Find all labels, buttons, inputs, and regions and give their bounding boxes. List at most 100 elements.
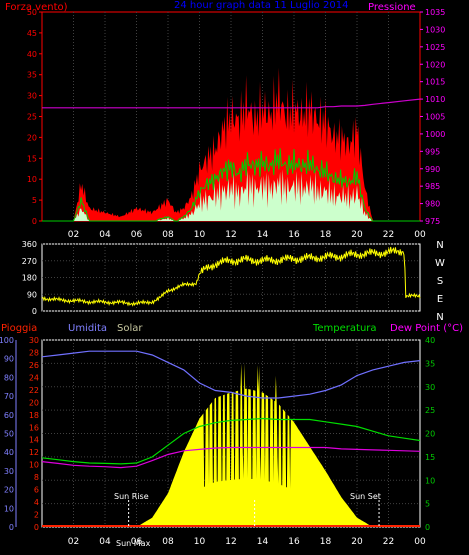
top-x-tick-label: 14 [257, 230, 269, 240]
rain-axis-tick-label: 6 [34, 486, 39, 495]
humidity-axis-tick-label: 10 [4, 504, 14, 513]
mid-x-tick-label: 12 [225, 537, 236, 547]
top-x-tick-label: 18 [320, 230, 332, 240]
humidity-axis-tick-label: 90 [4, 355, 14, 364]
direction-axis-tick-label: 180 [22, 274, 37, 283]
top-x-tick-label: 12 [225, 230, 236, 240]
mid-x-tick-label: 02 [68, 537, 79, 547]
direction-axis-tick-label: 90 [27, 290, 37, 299]
rain-axis-tick-label: 24 [29, 373, 39, 382]
temperature-axis-tick-label: 40 [425, 336, 435, 345]
rain-axis-tick-label: 18 [29, 411, 39, 420]
temperature-axis-tick-label: 25 [425, 406, 435, 415]
humidity-line [41, 350, 421, 399]
top-x-tick-label: 02 [68, 230, 79, 240]
humidity-axis-title: Umidita [68, 323, 107, 334]
temperature-axis-tick-label: 20 [425, 430, 435, 439]
temperature-axis-tick-label: 10 [425, 476, 435, 485]
pressure-axis-tick-label: 1015 [425, 78, 445, 87]
pressure-axis-tick-label: 1005 [425, 113, 445, 122]
top-x-tick-label: 22 [383, 230, 394, 240]
pressure-axis-tick-label: 1000 [425, 130, 445, 139]
rain-axis-tick-label: 8 [34, 473, 39, 482]
humidity-axis-tick-label: 60 [4, 411, 14, 420]
mid-x-tick-label: 18 [320, 537, 332, 547]
pressure-axis-tick-label: 985 [425, 182, 440, 191]
mid-x-tick-label: 10 [194, 537, 206, 547]
temperature-line [41, 417, 421, 465]
sunmax-label: Sun Max [116, 539, 151, 548]
dir-label-n-bottom: N [436, 312, 443, 323]
temperature-axis-tick-label: 0 [425, 523, 430, 532]
wind-axis-tick-label: 25 [27, 113, 37, 122]
temperature-axis-tick-label: 5 [425, 500, 430, 509]
mid-x-tick-label: 06 [131, 537, 143, 547]
wind-speed-fill [42, 169, 420, 221]
humidity-axis-tick-label: 70 [4, 392, 14, 401]
dir-label-w: W [435, 258, 445, 269]
mid-x-tick-label: 08 [162, 537, 174, 547]
temperature-humidity-solar-panel: 0102030405060708090100024681012141618202… [0, 336, 435, 532]
pressure-line [42, 98, 421, 109]
pressure-axis-tick-label: 995 [425, 147, 440, 156]
top-x-tick-label: 10 [194, 230, 206, 240]
wind-axis-tick-label: 40 [27, 50, 37, 59]
rain-axis-tick-label: 10 [29, 461, 39, 470]
wind-axis-tick-label: 50 [27, 8, 37, 17]
rain-axis-tick-label: 0 [34, 523, 39, 532]
wind-axis-tick-label: 35 [27, 71, 37, 80]
rain-axis-tick-label: 2 [34, 511, 39, 520]
direction-axis-tick-label: 0 [32, 307, 37, 316]
humidity-axis-tick-label: 100 [0, 336, 14, 345]
solar-radiation-area [42, 363, 420, 527]
temperature-axis-tick-label: 15 [425, 453, 435, 462]
humidity-axis-tick-label: 0 [9, 523, 14, 532]
pressure-axis-tick-label: 1025 [425, 43, 445, 52]
rain-axis-tick-label: 12 [29, 448, 39, 457]
wind-pressure-panel: 0510152025303540455097598098599099510001… [27, 8, 446, 240]
dir-label-s: S [437, 276, 443, 287]
top-x-tick-label: 00 [414, 230, 426, 240]
sunset-label: Sun Set [350, 492, 381, 501]
rain-axis-tick-label: 20 [29, 398, 39, 407]
rain-axis-title: Pioggia [1, 323, 37, 334]
mid-x-tick-label: 22 [383, 537, 394, 547]
direction-axis-tick-label: 360 [22, 240, 37, 249]
dir-label-n-top: N [436, 240, 443, 251]
wind-axis-tick-label: 10 [27, 175, 37, 184]
pressure-axis-tick-label: 980 [425, 200, 440, 209]
dewpoint-line [41, 446, 421, 469]
wind-axis-tick-label: 20 [27, 133, 37, 142]
pressure-axis-tick-label: 1030 [425, 25, 445, 34]
humidity-axis-tick-label: 30 [4, 467, 14, 476]
mid-x-tick-label: 16 [288, 537, 300, 547]
pressure-axis-tick-label: 975 [425, 217, 440, 226]
wind-axis-tick-label: 30 [27, 92, 37, 101]
top-x-tick-label: 06 [131, 230, 143, 240]
wind-axis-title: Forza vento) [5, 2, 68, 13]
wind-axis-tick-label: 0 [32, 217, 37, 226]
rain-axis-tick-label: 4 [34, 498, 39, 507]
humidity-axis-tick-label: 20 [4, 486, 14, 495]
mid-x-tick-label: 00 [414, 537, 426, 547]
solar-legend: Solar [117, 323, 143, 334]
pressure-axis-tick-label: 1035 [425, 8, 445, 17]
top-x-tick-label: 08 [162, 230, 174, 240]
rain-axis-tick-label: 14 [29, 436, 39, 445]
top-x-tick-label: 04 [99, 230, 111, 240]
top-x-tick-label: 20 [351, 230, 363, 240]
top-x-tick-label: 16 [288, 230, 300, 240]
pressure-axis-tick-label: 1010 [425, 95, 445, 104]
rain-axis-tick-label: 28 [29, 348, 39, 357]
pressure-axis-title: Pressione [368, 2, 416, 13]
pressure-axis-tick-label: 990 [425, 165, 440, 174]
wind-direction-line [41, 246, 421, 307]
humidity-axis-tick-label: 80 [4, 373, 14, 382]
dir-label-e: E [437, 294, 443, 305]
wind-axis-tick-label: 45 [27, 29, 37, 38]
wind-average-line [42, 148, 420, 222]
sunrise-label: Sun Rise [114, 492, 149, 501]
rain-axis-tick-label: 26 [29, 361, 39, 370]
